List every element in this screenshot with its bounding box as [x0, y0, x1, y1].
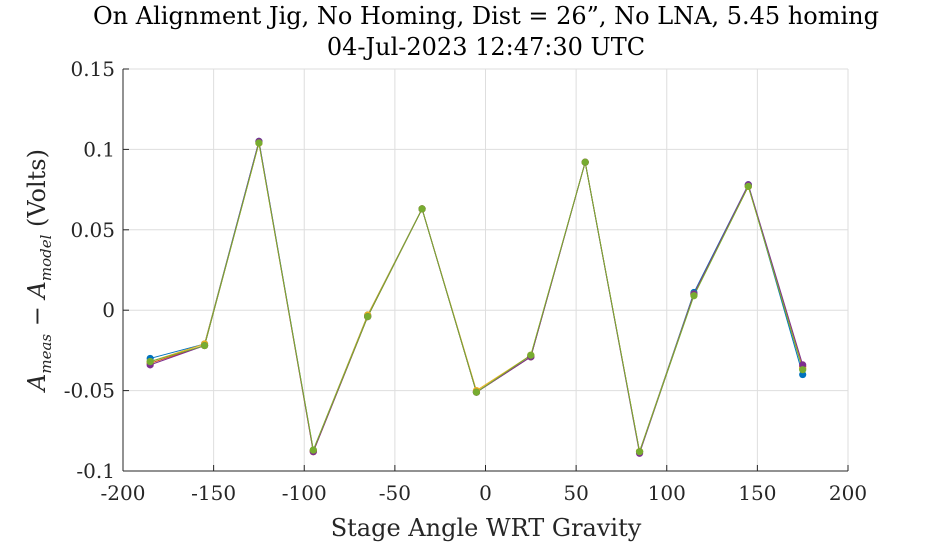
y-tick-label: 0.1: [83, 137, 115, 161]
y-tick-label: 0.15: [70, 57, 115, 81]
y-label-sub2: model: [37, 234, 55, 281]
series-points: [146, 137, 807, 457]
y-tick-label: 0: [102, 298, 115, 322]
data-point: [200, 341, 209, 350]
data-point: [255, 139, 263, 147]
data-point: [635, 448, 644, 456]
x-tick-label: -100: [282, 481, 327, 505]
y-label-a1: A: [23, 374, 51, 393]
x-tick-label: 150: [738, 481, 776, 505]
axes: [122, 68, 849, 472]
chart-subtitle: 04-Jul-2023 12:47:30 UTC: [327, 33, 645, 61]
data-point: [418, 205, 426, 213]
data-point: [309, 446, 317, 454]
x-axis-label: Stage Angle WRT Gravity: [331, 514, 642, 542]
x-tick-labels: -200 -150 -100 -50 0 50 100 150 200: [101, 481, 868, 505]
x-tick-label: -150: [191, 481, 236, 505]
y-label-units: (Volts): [23, 149, 51, 235]
chart-title: On Alignment Jig, No Homing, Dist = 26”,…: [93, 2, 879, 30]
data-point: [364, 313, 372, 321]
data-point: [581, 158, 589, 166]
data-point: [472, 388, 481, 396]
y-tick-labels: -0.1 -0.05 0 0.05 0.1 0.15: [64, 57, 115, 483]
x-tick-label: -200: [101, 481, 146, 505]
y-tick-label: -0.1: [76, 459, 115, 483]
data-point: [146, 358, 154, 366]
data-point: [527, 351, 535, 359]
data-point: [799, 366, 807, 374]
y-label-minus: − A: [23, 281, 51, 334]
y-tick-label: 0.05: [70, 218, 115, 242]
x-tick-label: 100: [648, 481, 686, 505]
x-tick-label: 0: [479, 481, 492, 505]
data-point: [690, 292, 698, 300]
y-tick-label: -0.05: [64, 379, 115, 403]
x-tick-label: -50: [379, 481, 411, 505]
data-point: [744, 182, 752, 190]
y-label-sub1: meas: [37, 334, 55, 374]
y-axis-label: Ameas − Amodel (Volts): [23, 149, 55, 393]
x-tick-label: 200: [829, 481, 867, 505]
x-tick-label: 50: [563, 481, 588, 505]
